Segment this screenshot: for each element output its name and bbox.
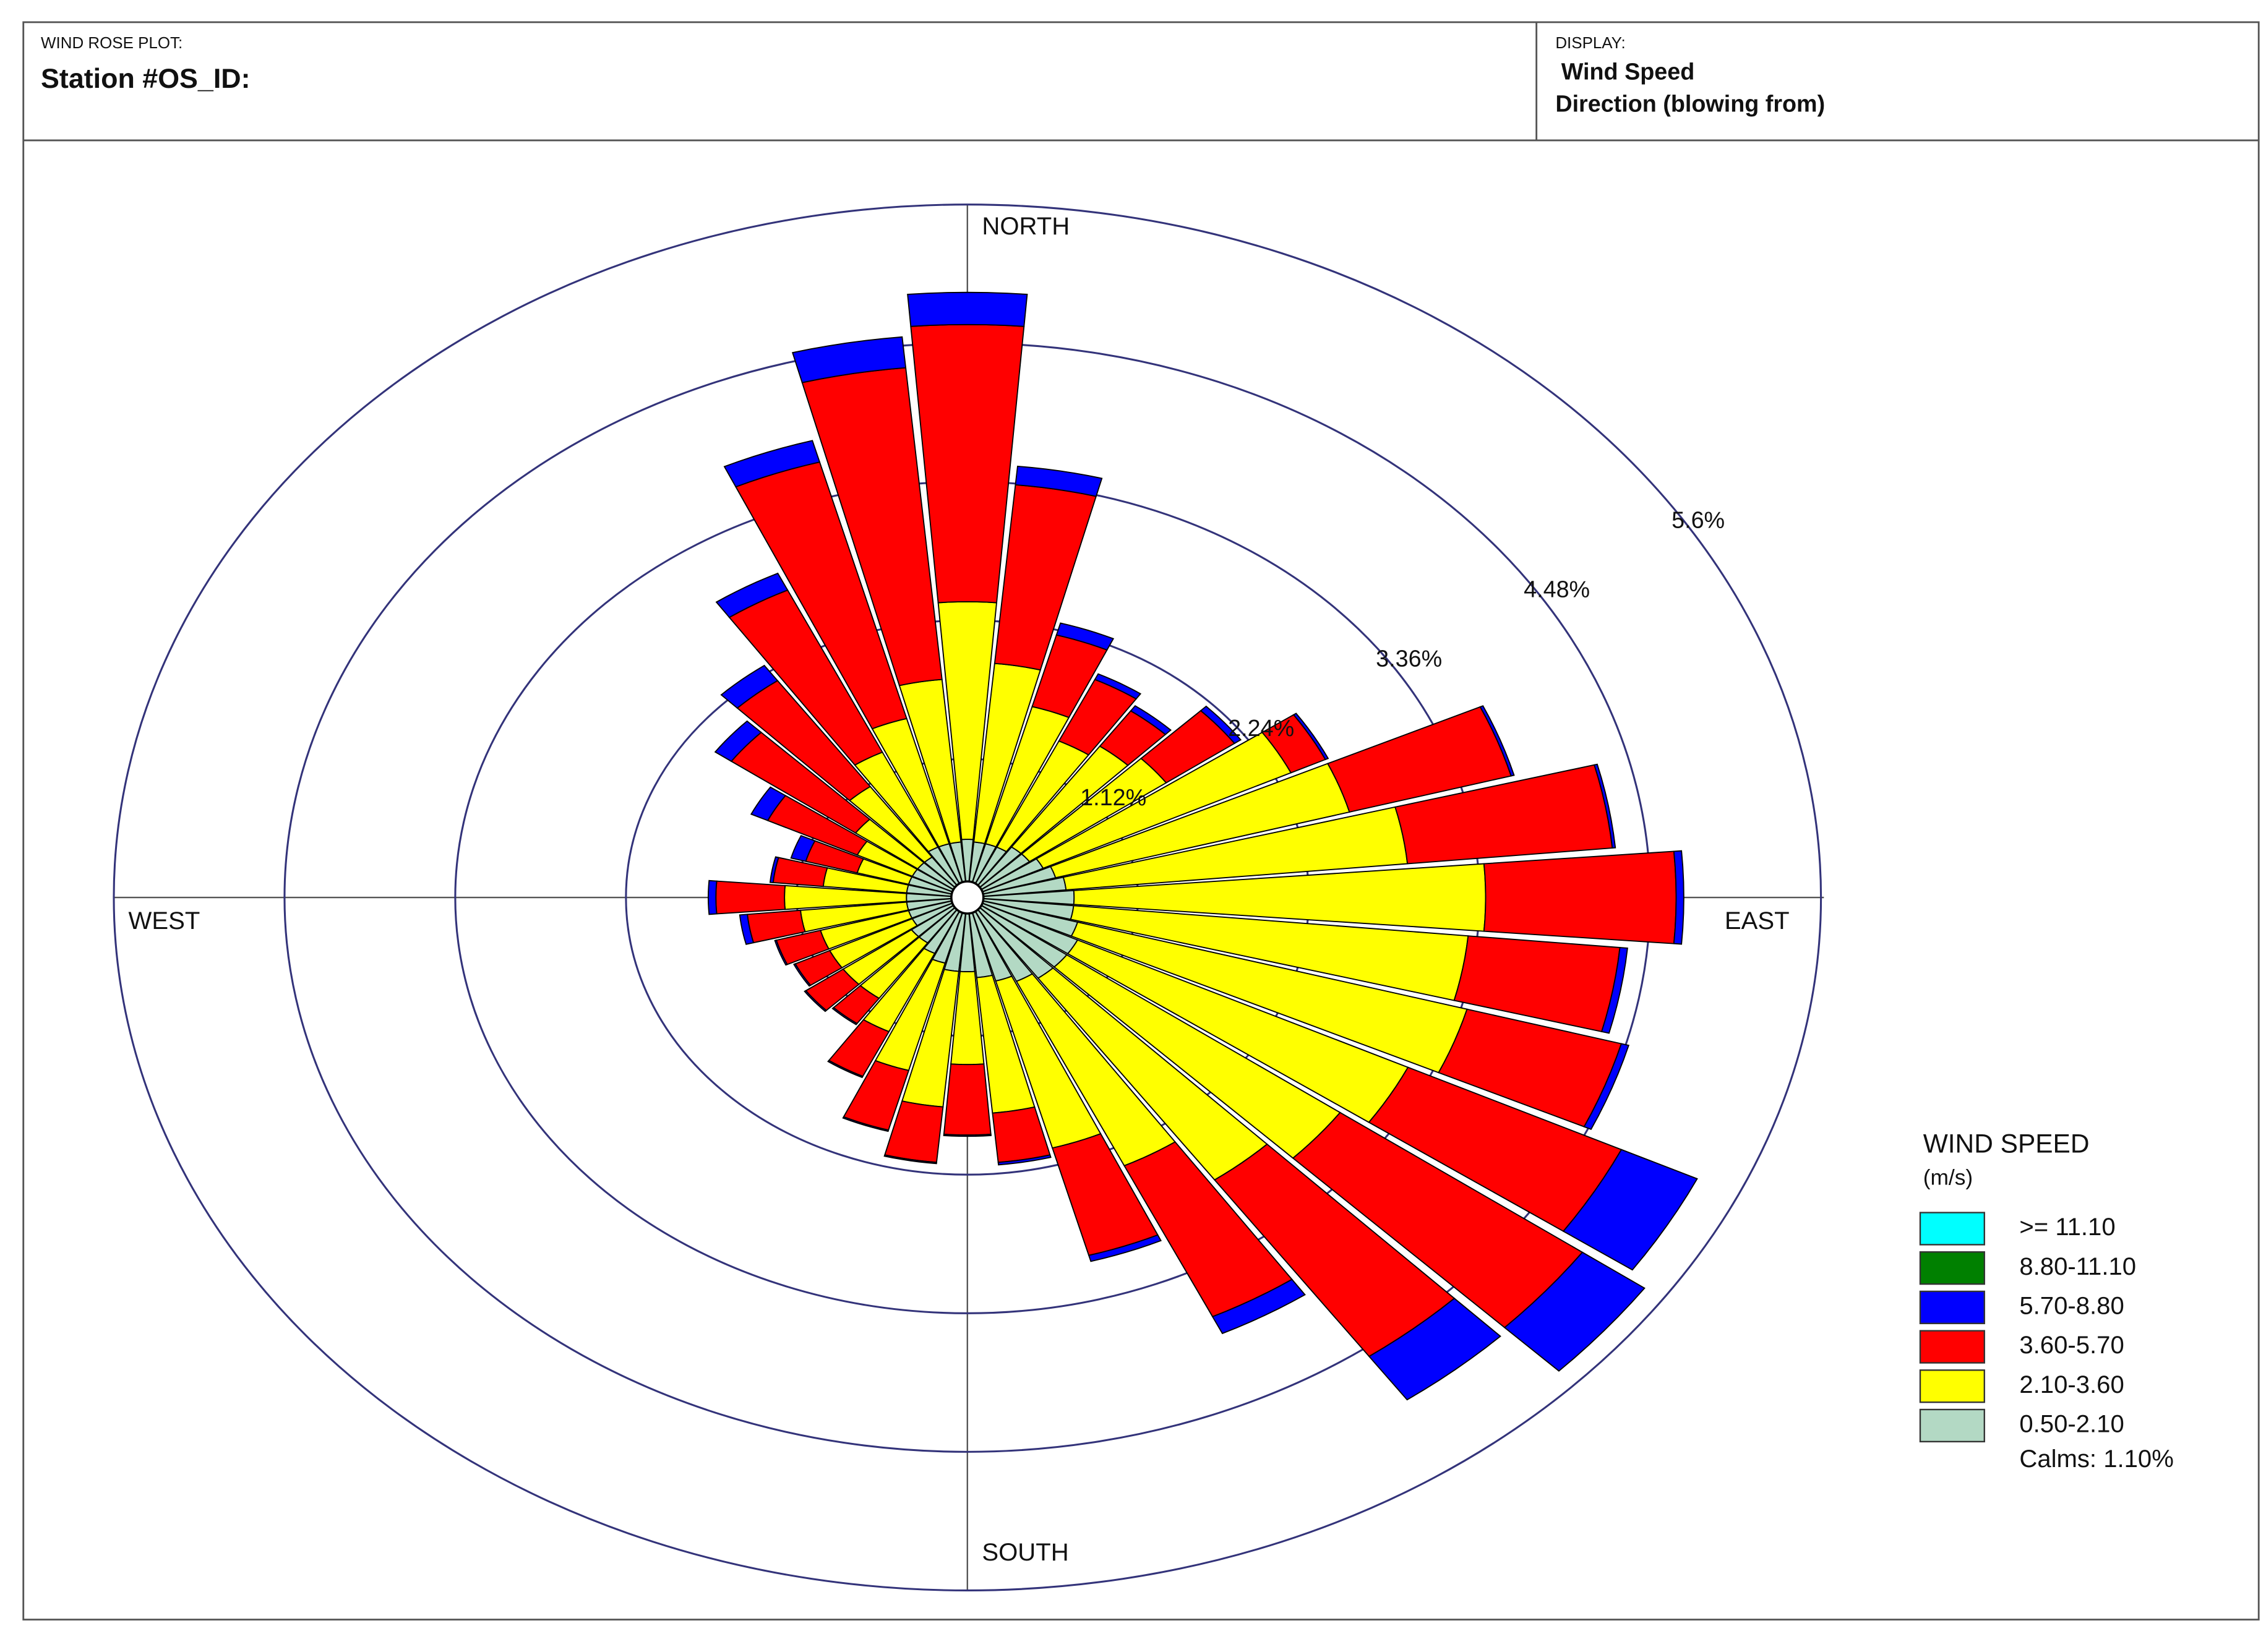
legend-swatch — [1919, 1369, 1985, 1403]
wedge-segment — [907, 291, 1028, 327]
wedge-segment — [1503, 1251, 1646, 1372]
ring-label: 5.6% — [1672, 507, 1725, 533]
ring-label: 1.12% — [1080, 784, 1146, 810]
frame — [22, 21, 2260, 1621]
wedge-segment — [1562, 1149, 1698, 1271]
wedge-segment — [1600, 947, 1628, 1034]
legend-label: >= 11.10 — [2019, 1213, 2115, 1241]
wedge-segment — [831, 1006, 858, 1025]
wedge-segment — [1483, 850, 1677, 944]
wedge-segment — [1583, 1043, 1630, 1131]
legend-label: 8.80-11.10 — [2019, 1253, 2136, 1280]
wedge-segment — [1368, 1298, 1501, 1401]
wedge-segment — [1094, 673, 1142, 700]
wedge-segment — [723, 440, 821, 488]
legend-unit: (m/s) — [1923, 1166, 1973, 1190]
compass-label: NORTH — [982, 213, 1070, 240]
compass-label: SOUTH — [982, 1539, 1068, 1566]
legend-title: WIND SPEED — [1923, 1129, 2090, 1158]
legend-swatch — [1919, 1330, 1985, 1364]
wedge-segment — [791, 336, 907, 383]
wedge-segment — [804, 990, 828, 1012]
wedge-segment — [769, 856, 779, 883]
wedge-segment — [827, 1059, 864, 1079]
wedge-segment — [714, 720, 762, 763]
wedge-segment — [883, 1154, 937, 1165]
calm-center — [950, 880, 985, 915]
compass-label: EAST — [1725, 907, 1790, 935]
ring-label: 4.48% — [1524, 576, 1590, 602]
wedge-segment — [997, 1154, 1052, 1166]
ring-label: 3.36% — [1376, 646, 1442, 672]
wedge-segment — [1673, 850, 1684, 945]
legend-swatch — [1919, 1212, 1985, 1246]
station: Station #OS_ID: — [41, 63, 251, 94]
ring — [113, 203, 1822, 1591]
wedge-segment — [720, 664, 779, 709]
wedge-segment — [1292, 713, 1329, 761]
legend-label: 3.60-5.70 — [2019, 1332, 2124, 1359]
wedge-segment — [707, 879, 718, 915]
ring-label: 2.24% — [1228, 715, 1294, 741]
wedge-segment — [1130, 705, 1172, 735]
wedge-segment — [1200, 705, 1242, 745]
wedge-segment — [1015, 465, 1103, 497]
legend-swatch — [1919, 1408, 1985, 1443]
compass-label: WEST — [129, 907, 200, 935]
legend-label: 2.10-3.60 — [2019, 1371, 2124, 1398]
display-line: Wind Speed — [1561, 58, 1695, 84]
wedge-segment — [1055, 622, 1115, 651]
display-line: Direction (blowing from) — [1555, 90, 1825, 116]
legend-swatch — [1919, 1290, 1985, 1324]
display-label: DISPLAY: — [1555, 35, 1625, 52]
wedge-segment — [790, 834, 816, 862]
wedge-segment — [739, 914, 755, 945]
wedge-segment — [750, 786, 787, 821]
calms-label: Calms: 1.10% — [2019, 1445, 2173, 1473]
wedge-segment — [943, 1133, 992, 1137]
wedge-segment — [774, 939, 788, 966]
wedge-segment — [715, 572, 789, 618]
wedge-segment — [1593, 763, 1616, 849]
wedge-segment — [1088, 1234, 1162, 1262]
legend-label: 5.70-8.80 — [2019, 1292, 2124, 1319]
wedge-segment — [1211, 1278, 1306, 1335]
wedge-segment — [943, 1063, 992, 1136]
wedge-segment — [1479, 705, 1515, 777]
legend-swatch — [1919, 1251, 1985, 1285]
legend-label: 0.50-2.10 — [2019, 1411, 2124, 1438]
wedge-segment — [792, 963, 812, 987]
wedge-segment — [715, 880, 786, 915]
plot-label: WIND ROSE PLOT: — [41, 35, 182, 52]
wedge-segment — [842, 1116, 890, 1132]
